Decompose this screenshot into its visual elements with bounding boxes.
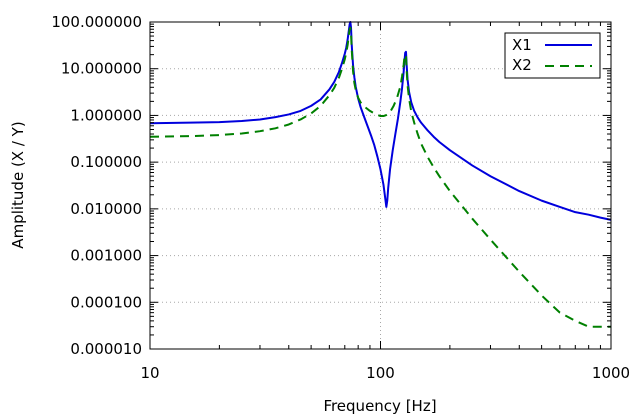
y-axis-label: Amplitude (X / Y) — [9, 121, 27, 248]
x-tick-labels: 10 100 1000 — [140, 364, 630, 382]
y-tick-label: 0.010000 — [70, 200, 142, 218]
y-tick-label: 0.100000 — [70, 153, 142, 171]
y-tick-labels: 100.000000 10.000000 1.000000 0.100000 0.010… — [51, 13, 142, 358]
y-tick-label: 0.001000 — [70, 247, 142, 265]
legend-label-x2: X2 — [512, 56, 532, 74]
y-tick-label: 1.000000 — [70, 106, 142, 124]
x-tick-label: 10 — [140, 364, 159, 382]
series-line-x2 — [149, 26, 611, 328]
legend: X1 X2 — [504, 32, 601, 79]
series-line-x1 — [149, 21, 612, 221]
x-axis-label: Frequency [Hz] — [323, 397, 436, 415]
legend-box — [504, 32, 601, 79]
y-tick-label: 0.000100 — [70, 293, 142, 311]
tick-marks — [149, 21, 612, 350]
legend-label-x1: X1 — [512, 36, 532, 54]
x-tick-label: 100 — [366, 364, 395, 382]
y-tick-label: 100.000000 — [51, 13, 142, 31]
y-tick-label: 0.000010 — [70, 340, 142, 358]
series-layer — [149, 21, 612, 328]
y-tick-label: 10.000000 — [61, 60, 142, 78]
x-tick-label: 1000 — [592, 364, 630, 382]
